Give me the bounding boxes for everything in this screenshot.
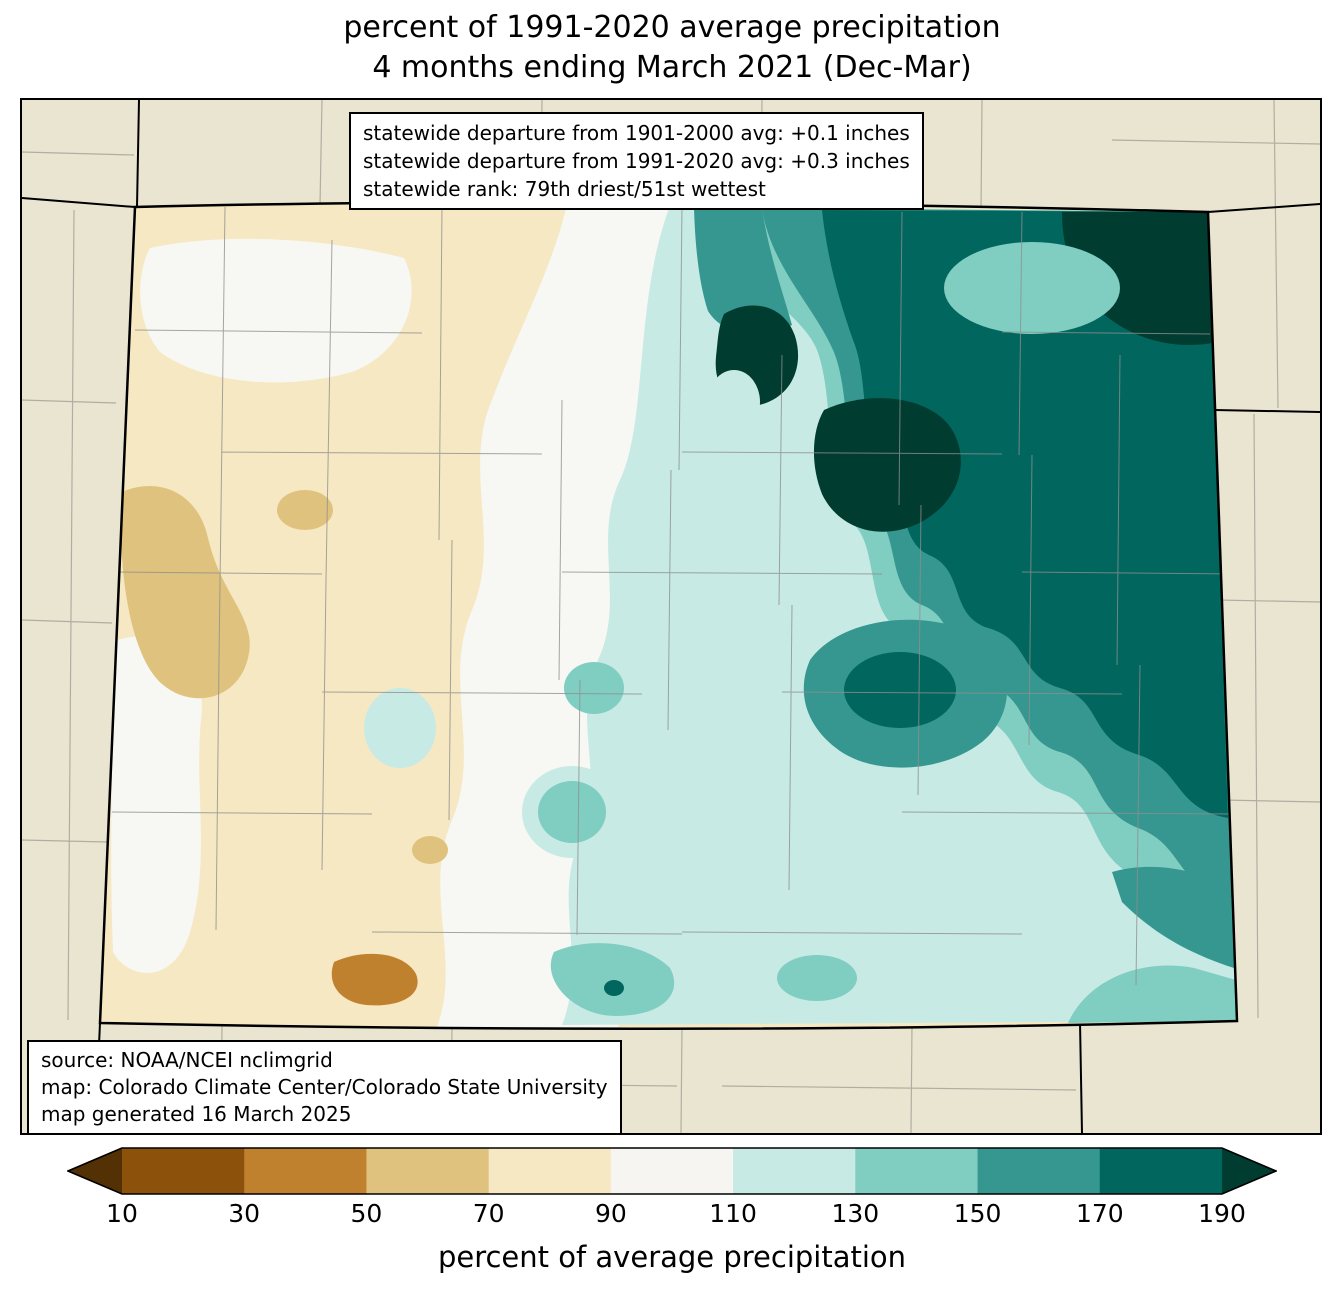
map-title: percent of 1991-2020 average precipitati… xyxy=(0,8,1344,88)
stats-line-2: statewide departure from 1991-2020 avg: … xyxy=(363,149,910,173)
colorbar-svg xyxy=(67,1147,1277,1195)
colorbar-under-arrow xyxy=(68,1148,122,1194)
colorbar-axis-label: percent of average precipitation xyxy=(437,1240,907,1274)
source-line-3: map generated 16 March 2025 xyxy=(41,1102,352,1126)
colorbar-tick-labels: 10 30 50 70 90 110 130 150 170 190 xyxy=(67,1199,1277,1233)
colorado-contours xyxy=(100,202,1237,1029)
colorbar-segments xyxy=(122,1148,1223,1194)
contour-teal-blob xyxy=(564,662,624,714)
contour-tan-blob xyxy=(412,836,448,864)
colorbar-tick-label: 30 xyxy=(228,1199,261,1228)
source-line-2: map: Colorado Climate Center/Colorado St… xyxy=(41,1075,608,1099)
colorbar-segment xyxy=(244,1148,368,1194)
contour-teal-blob xyxy=(777,955,857,1001)
title-line-2: 4 months ending March 2021 (Dec-Mar) xyxy=(372,50,972,85)
map-frame xyxy=(20,98,1322,1135)
colorbar-outline xyxy=(67,1147,1277,1195)
contour-teal-se-corner xyxy=(1068,965,1237,1023)
contour-light-teal-notch xyxy=(708,370,760,434)
colorbar-tick-label: 10 xyxy=(106,1199,138,1228)
contour-white-nw xyxy=(140,238,412,383)
colorbar-segment xyxy=(1099,1148,1223,1194)
colorbar-segment xyxy=(855,1148,979,1194)
source-box: source: NOAA/NCEI nclimgrid map: Colorad… xyxy=(27,1040,622,1135)
contour-brown-south-blob xyxy=(331,953,418,1006)
colorbar-segment xyxy=(488,1148,612,1194)
colorbar-segment xyxy=(977,1148,1101,1194)
colorbar-tick-label: 130 xyxy=(831,1199,880,1228)
source-line-1: source: NOAA/NCEI nclimgrid xyxy=(41,1048,333,1072)
contour-white-west xyxy=(111,636,202,973)
colorbar-tick-label: 70 xyxy=(472,1199,505,1228)
contour-dark-teal-se-band xyxy=(1112,866,1234,968)
colorbar-segment xyxy=(733,1148,856,1194)
contour-darker-teal-blob xyxy=(844,652,956,728)
contour-light-teal-patch xyxy=(364,688,436,768)
colorbar-tick-label: 190 xyxy=(1198,1199,1246,1228)
precipitation-map xyxy=(22,100,1320,1133)
county-lines xyxy=(111,206,1236,986)
contour-darker-teal-ne xyxy=(822,210,1228,818)
title-line-1: percent of 1991-2020 average precipitati… xyxy=(343,10,1001,45)
contour-tan-blob xyxy=(277,490,333,530)
stats-line-3: statewide rank: 79th driest/51st wettest xyxy=(363,177,766,201)
colorbar-tick-label: 170 xyxy=(1075,1199,1124,1228)
contour-darkest-blob xyxy=(813,398,961,532)
contour-tan-west-blob xyxy=(121,485,250,699)
colorbar-tick-label: 90 xyxy=(594,1199,627,1228)
colorbar-segment xyxy=(610,1148,734,1194)
colorbar-tick-label: 110 xyxy=(709,1199,757,1228)
colorbar-tick-label: 50 xyxy=(350,1199,383,1228)
contour-darkest-ne-corner xyxy=(1062,212,1217,345)
contour-dark-teal-top xyxy=(694,208,792,335)
stats-line-1: statewide departure from 1901-2000 avg: … xyxy=(363,121,910,145)
colorbar xyxy=(67,1147,1277,1195)
colorbar-over-arrow xyxy=(1222,1148,1276,1194)
colorbar-segment xyxy=(122,1148,245,1194)
contour-teal-blob xyxy=(538,781,606,843)
colorbar-tick-label: 150 xyxy=(953,1199,1002,1228)
contour-dark-dot xyxy=(604,980,624,996)
contour-teal-ne-patch xyxy=(944,242,1120,334)
neighbor-state-lines xyxy=(22,100,1320,1133)
colorbar-segment xyxy=(366,1148,490,1194)
contour-teal-south-blob xyxy=(550,943,675,1016)
stats-box: statewide departure from 1901-2000 avg: … xyxy=(349,112,924,210)
